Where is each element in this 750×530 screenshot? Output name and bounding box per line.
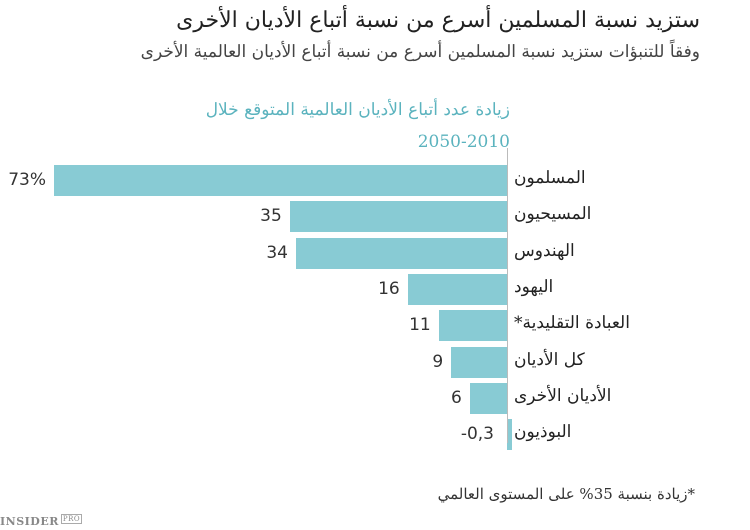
chart-subtitle: وفقاً للتنبؤات ستزيد نسبة المسلمين أسرع … (140, 42, 700, 62)
bar-value-label: 35 (260, 206, 282, 227)
category-label: البوذيون (514, 422, 572, 443)
zero-axis-line (507, 148, 508, 443)
logo-badge: PRO (60, 514, 83, 524)
bar (296, 237, 507, 269)
bar-value-label: 6 (450, 387, 462, 408)
bar-value-label: 34 (266, 242, 288, 263)
bar-value-label: 73% (8, 170, 46, 190)
category-label: العبادة التقليدية* (514, 313, 630, 334)
bar (451, 346, 507, 378)
bar (407, 273, 507, 305)
chart-heading-text: زيادة عدد أتباع الأديان العالمية المتوقع… (205, 100, 510, 120)
bar (469, 382, 507, 414)
bar (54, 165, 507, 196)
bar-value-label: 9 (432, 351, 444, 372)
insider-pro-logo: INSIDER PRO (0, 514, 83, 528)
bar (289, 201, 507, 233)
chart-title: ستزيد نسبة المسلمين أسرع من نسبة أتباع ا… (176, 8, 700, 33)
category-label: اليهود (514, 276, 554, 297)
category-label: الهندوس (514, 240, 575, 261)
logo-text: INSIDER (0, 515, 59, 528)
bar-value-label: -0,3 (460, 424, 494, 445)
category-label: المسلمون (514, 168, 586, 188)
category-label: الأديان الأخرى (514, 385, 612, 406)
bar-value-label: 11 (409, 315, 431, 336)
chart-heading-years: 2050-2010 (417, 132, 510, 152)
category-label: كل الأديان (514, 349, 585, 370)
bar-value-label: 16 (378, 278, 400, 299)
category-label: المسيحيون (514, 204, 592, 225)
footnote: *زيادة بنسبة 35% على المستوى العالمي (437, 485, 695, 503)
bar (438, 310, 507, 342)
bar (507, 419, 512, 451)
